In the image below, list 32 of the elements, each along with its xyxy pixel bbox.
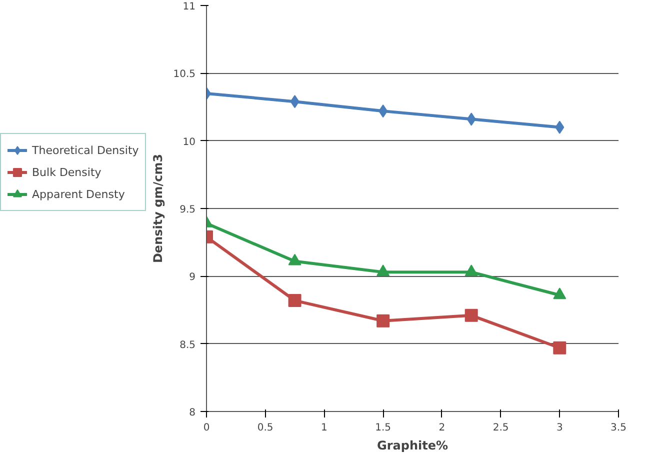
- point: [376, 264, 390, 276]
- y-tick-label: 8: [189, 408, 196, 418]
- legend-label: Apparent Densty: [32, 188, 125, 200]
- point: [553, 341, 566, 354]
- y-tick-label: 10.5: [173, 69, 196, 80]
- x-tick-label: 0.5: [257, 422, 274, 434]
- x-tick-label: 0: [203, 422, 210, 434]
- x-tick-label: 3.5: [610, 422, 626, 434]
- point: [288, 254, 302, 266]
- point: [378, 104, 388, 118]
- y-tick-label: 11: [182, 2, 196, 12]
- x-axis-title: Graphite%: [376, 438, 448, 452]
- x-tick-label: 2: [438, 422, 446, 434]
- point: [553, 288, 566, 300]
- legend-label: Theoretical Density: [32, 144, 139, 156]
- point: [464, 308, 478, 322]
- point: [466, 112, 476, 126]
- y-axis-title: Density gm/cm3: [151, 154, 166, 264]
- x-tick-label: 1.5: [375, 422, 392, 434]
- y-tick-label: 8.5: [180, 340, 196, 351]
- legend-label: Bulk Density: [32, 166, 102, 178]
- point: [376, 314, 390, 328]
- x-tick-label: 1: [321, 422, 328, 434]
- point: [555, 120, 564, 134]
- y-tick-label: 9: [189, 272, 196, 284]
- x-tick-label: 3: [556, 422, 563, 434]
- point: [290, 95, 300, 108]
- point: [288, 294, 302, 308]
- y-tick-label: 9.5: [180, 204, 196, 216]
- point: [464, 264, 478, 276]
- y-tick-label: 10: [182, 136, 196, 148]
- x-tick-label: 2.5: [492, 422, 509, 434]
